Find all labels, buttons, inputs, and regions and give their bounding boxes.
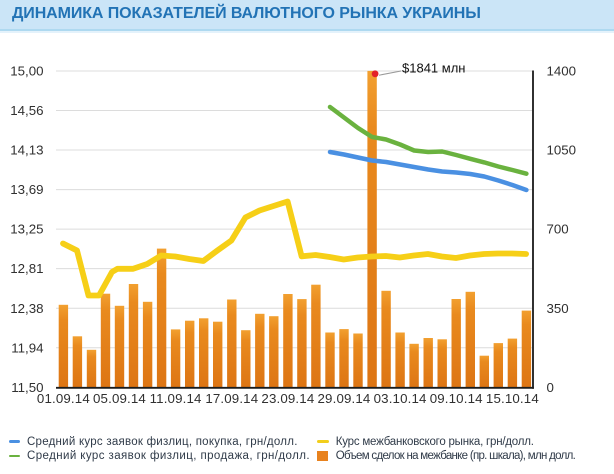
svg-text:700: 700 [547, 222, 569, 237]
svg-text:03.10.14: 03.10.14 [374, 391, 427, 406]
svg-text:29.09.14: 29.09.14 [318, 391, 371, 406]
svg-text:$1841 млн: $1841 млн [402, 61, 465, 76]
svg-text:14,56: 14,56 [10, 103, 43, 118]
svg-text:09.10.14: 09.10.14 [430, 391, 483, 406]
svg-text:17.09.14: 17.09.14 [205, 391, 258, 406]
svg-text:0: 0 [547, 380, 554, 395]
svg-text:12,81: 12,81 [10, 261, 43, 276]
svg-text:1050: 1050 [547, 143, 577, 158]
svg-text:01.09.14: 01.09.14 [37, 391, 90, 406]
svg-text:350: 350 [547, 301, 569, 316]
svg-text:12,38: 12,38 [10, 301, 43, 316]
svg-text:1400: 1400 [547, 64, 577, 79]
svg-text:11.09.14: 11.09.14 [150, 391, 202, 406]
svg-text:14,13: 14,13 [10, 143, 43, 158]
svg-text:23.09.14: 23.09.14 [261, 391, 314, 406]
svg-text:13,69: 13,69 [10, 182, 43, 197]
svg-text:11,50: 11,50 [11, 380, 43, 395]
svg-text:15,00: 15,00 [10, 64, 43, 79]
svg-text:15.10.14: 15.10.14 [486, 391, 539, 406]
svg-text:13,25: 13,25 [10, 222, 43, 237]
svg-text:05.09.14: 05.09.14 [93, 391, 146, 406]
svg-text:11,94: 11,94 [11, 340, 43, 355]
